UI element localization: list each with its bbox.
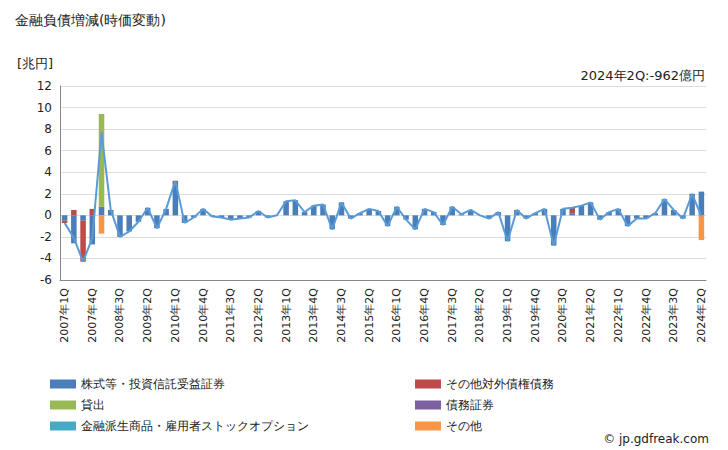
svg-text:2019年1Q: 2019年1Q xyxy=(501,288,514,343)
svg-text:2021年2Q: 2021年2Q xyxy=(584,288,597,343)
svg-text:2015年2Q: 2015年2Q xyxy=(363,288,376,343)
svg-text:2022年4Q: 2022年4Q xyxy=(640,288,653,343)
svg-text:2010年1Q: 2010年1Q xyxy=(169,288,182,343)
svg-text:2024年2Q:-962億円: 2024年2Q:-962億円 xyxy=(581,68,705,83)
svg-text:2018年2Q: 2018年2Q xyxy=(473,288,486,343)
svg-text:2008年3Q: 2008年3Q xyxy=(113,288,126,343)
svg-text:2: 2 xyxy=(44,187,52,201)
svg-text:6: 6 xyxy=(44,144,52,158)
svg-text:2022年1Q: 2022年1Q xyxy=(612,288,625,343)
svg-text:2013年1Q: 2013年1Q xyxy=(280,288,293,343)
svg-text:2019年4Q: 2019年4Q xyxy=(529,288,542,343)
svg-text:-6: -6 xyxy=(40,273,52,287)
svg-text:2007年4Q: 2007年4Q xyxy=(86,288,99,343)
svg-text:債務証券: 債務証券 xyxy=(446,398,494,412)
svg-text:2023年3Q: 2023年3Q xyxy=(667,288,680,343)
svg-text:その他: その他 xyxy=(446,419,482,433)
svg-text:株式等・投資信託受益証券: 株式等・投資信託受益証券 xyxy=(80,377,225,391)
svg-text:貸出: 貸出 xyxy=(81,398,105,412)
svg-text:2024年2Q: 2024年2Q xyxy=(695,288,708,343)
svg-text:2016年4Q: 2016年4Q xyxy=(418,288,431,343)
svg-text:2017年3Q: 2017年3Q xyxy=(446,288,459,343)
svg-text:2016年1Q: 2016年1Q xyxy=(390,288,403,343)
svg-text:その他対外債権債務: その他対外債権債務 xyxy=(446,377,554,391)
svg-text:2013年4Q: 2013年4Q xyxy=(307,288,320,343)
svg-text:2020年3Q: 2020年3Q xyxy=(556,288,569,343)
svg-text:2014年3Q: 2014年3Q xyxy=(335,288,348,343)
svg-text:4: 4 xyxy=(44,165,52,179)
svg-text:8: 8 xyxy=(44,122,52,136)
svg-text:10: 10 xyxy=(37,101,52,115)
svg-text:2012年2Q: 2012年2Q xyxy=(252,288,265,343)
svg-text:2010年4Q: 2010年4Q xyxy=(197,288,210,343)
svg-text:金融負債増減(時価変動): 金融負債増減(時価変動) xyxy=(15,12,166,28)
svg-text:© jp.gdfreak.com: © jp.gdfreak.com xyxy=(603,432,709,446)
svg-text:金融派生商品・雇用者ストックオプション: 金融派生商品・雇用者ストックオプション xyxy=(81,419,309,433)
svg-text:-4: -4 xyxy=(40,251,52,265)
svg-text:12: 12 xyxy=(37,79,52,93)
svg-text:-2: -2 xyxy=(40,230,52,244)
svg-text:2011年3Q: 2011年3Q xyxy=(224,288,237,343)
svg-text:2009年2Q: 2009年2Q xyxy=(141,288,154,343)
svg-text:0: 0 xyxy=(44,208,52,222)
svg-text:[兆円]: [兆円] xyxy=(17,56,53,71)
svg-text:2007年1Q: 2007年1Q xyxy=(58,288,71,343)
